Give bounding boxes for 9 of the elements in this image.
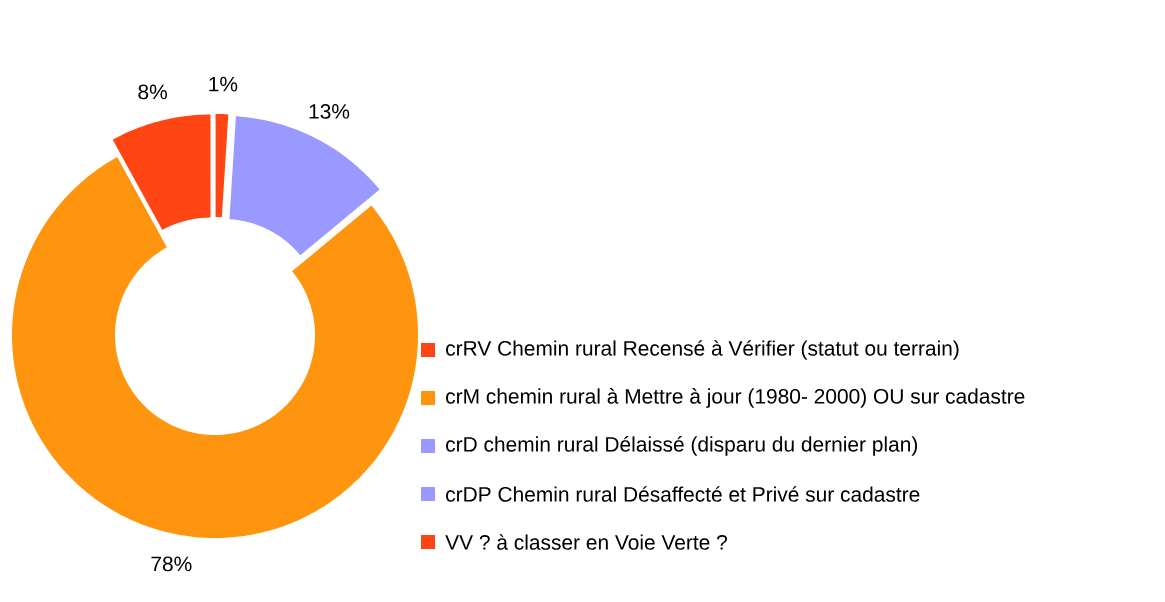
legend-label: crD chemin rural Délaissé (disparu du dernier plan) [446, 436, 918, 456]
legend-label: crRV Chemin rural Recensé à Vérifier (statut ou terrain) [446, 340, 959, 360]
data-label: 78% [151, 556, 192, 572]
legend-label: crDP Chemin rural Désaffecté et Privé sur cadastre [446, 486, 920, 502]
legend-label: crM chemin rural à Mettre à jour (1980- 2000) OU sur cadastre [446, 388, 1025, 408]
data-label: 8% [138, 84, 167, 100]
data-label: 13% [309, 103, 350, 119]
data-label: 1% [209, 76, 238, 92]
legend-label: VV ? à classer en Voie Verte ? [445, 534, 727, 550]
